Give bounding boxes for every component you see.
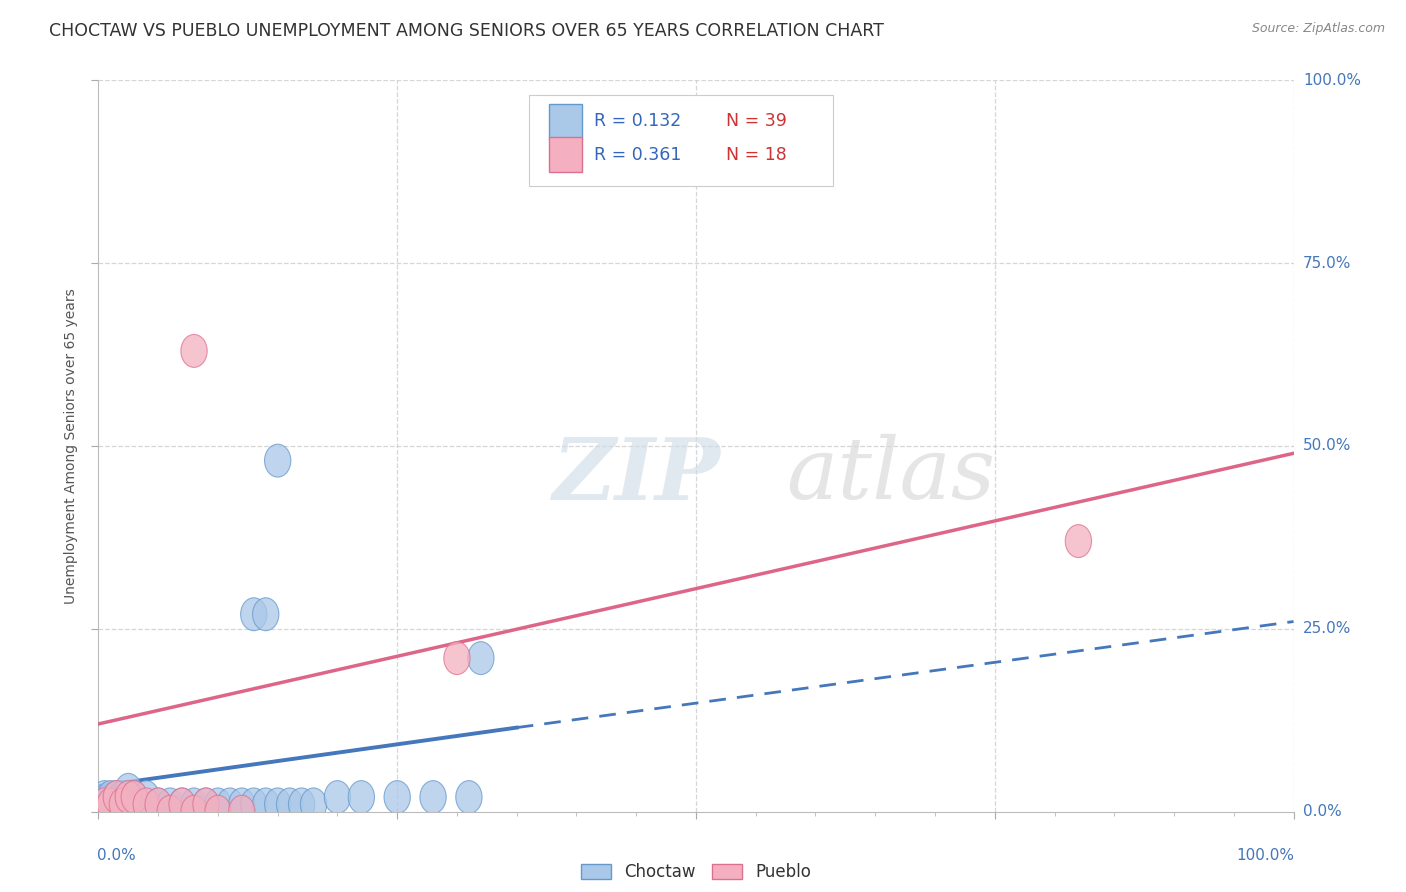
Ellipse shape xyxy=(264,788,291,821)
Text: 75.0%: 75.0% xyxy=(1303,256,1351,270)
Legend: Choctaw, Pueblo: Choctaw, Pueblo xyxy=(574,856,818,888)
Ellipse shape xyxy=(1066,524,1091,558)
Y-axis label: Unemployment Among Seniors over 65 years: Unemployment Among Seniors over 65 years xyxy=(65,288,79,604)
Ellipse shape xyxy=(134,796,159,828)
FancyBboxPatch shape xyxy=(548,103,582,139)
Ellipse shape xyxy=(456,780,482,814)
Ellipse shape xyxy=(193,788,219,821)
Text: N = 39: N = 39 xyxy=(725,112,787,129)
Ellipse shape xyxy=(181,796,207,828)
Ellipse shape xyxy=(110,788,135,821)
Ellipse shape xyxy=(157,796,183,828)
Text: Source: ZipAtlas.com: Source: ZipAtlas.com xyxy=(1251,22,1385,36)
Ellipse shape xyxy=(103,780,129,814)
Ellipse shape xyxy=(253,788,278,821)
Ellipse shape xyxy=(181,334,207,368)
Ellipse shape xyxy=(97,788,124,821)
Ellipse shape xyxy=(115,796,142,828)
Ellipse shape xyxy=(253,598,278,631)
Ellipse shape xyxy=(121,780,148,814)
Ellipse shape xyxy=(169,788,195,821)
Text: 25.0%: 25.0% xyxy=(1303,622,1351,636)
Ellipse shape xyxy=(145,788,172,821)
Ellipse shape xyxy=(193,788,219,821)
Ellipse shape xyxy=(420,780,446,814)
Ellipse shape xyxy=(121,796,148,828)
Ellipse shape xyxy=(325,780,350,814)
Text: 0.0%: 0.0% xyxy=(1303,805,1341,819)
Text: ZIP: ZIP xyxy=(553,434,720,517)
Text: N = 18: N = 18 xyxy=(725,146,786,164)
Ellipse shape xyxy=(169,788,195,821)
Ellipse shape xyxy=(134,780,159,814)
Text: atlas: atlas xyxy=(786,434,994,516)
Text: 100.0%: 100.0% xyxy=(1237,848,1295,863)
Text: R = 0.132: R = 0.132 xyxy=(595,112,682,129)
Ellipse shape xyxy=(240,598,267,631)
Ellipse shape xyxy=(86,796,111,828)
Ellipse shape xyxy=(97,796,124,828)
Ellipse shape xyxy=(110,780,135,814)
Ellipse shape xyxy=(288,788,315,821)
Text: 100.0%: 100.0% xyxy=(1303,73,1361,87)
Ellipse shape xyxy=(205,796,231,828)
Ellipse shape xyxy=(103,796,129,828)
Ellipse shape xyxy=(103,780,129,814)
Ellipse shape xyxy=(264,444,291,477)
Ellipse shape xyxy=(91,796,118,828)
Ellipse shape xyxy=(127,796,153,828)
Ellipse shape xyxy=(134,788,159,821)
Ellipse shape xyxy=(86,796,111,828)
Ellipse shape xyxy=(121,780,148,814)
Ellipse shape xyxy=(91,780,118,814)
Ellipse shape xyxy=(240,788,267,821)
Ellipse shape xyxy=(229,788,254,821)
Ellipse shape xyxy=(115,780,142,814)
Text: 50.0%: 50.0% xyxy=(1303,439,1351,453)
Text: CHOCTAW VS PUEBLO UNEMPLOYMENT AMONG SENIORS OVER 65 YEARS CORRELATION CHART: CHOCTAW VS PUEBLO UNEMPLOYMENT AMONG SEN… xyxy=(49,22,884,40)
Text: 0.0%: 0.0% xyxy=(97,848,136,863)
FancyBboxPatch shape xyxy=(529,95,834,186)
FancyBboxPatch shape xyxy=(548,136,582,171)
Ellipse shape xyxy=(301,788,326,821)
Ellipse shape xyxy=(97,780,124,814)
Ellipse shape xyxy=(444,641,470,674)
Ellipse shape xyxy=(229,796,254,828)
Text: R = 0.361: R = 0.361 xyxy=(595,146,682,164)
Ellipse shape xyxy=(145,788,172,821)
Ellipse shape xyxy=(115,773,142,806)
Ellipse shape xyxy=(349,780,374,814)
Ellipse shape xyxy=(468,641,494,674)
Ellipse shape xyxy=(384,780,411,814)
Ellipse shape xyxy=(110,796,135,828)
Ellipse shape xyxy=(205,788,231,821)
Ellipse shape xyxy=(181,788,207,821)
Ellipse shape xyxy=(157,788,183,821)
Ellipse shape xyxy=(277,788,302,821)
Ellipse shape xyxy=(91,788,118,821)
Ellipse shape xyxy=(217,788,243,821)
